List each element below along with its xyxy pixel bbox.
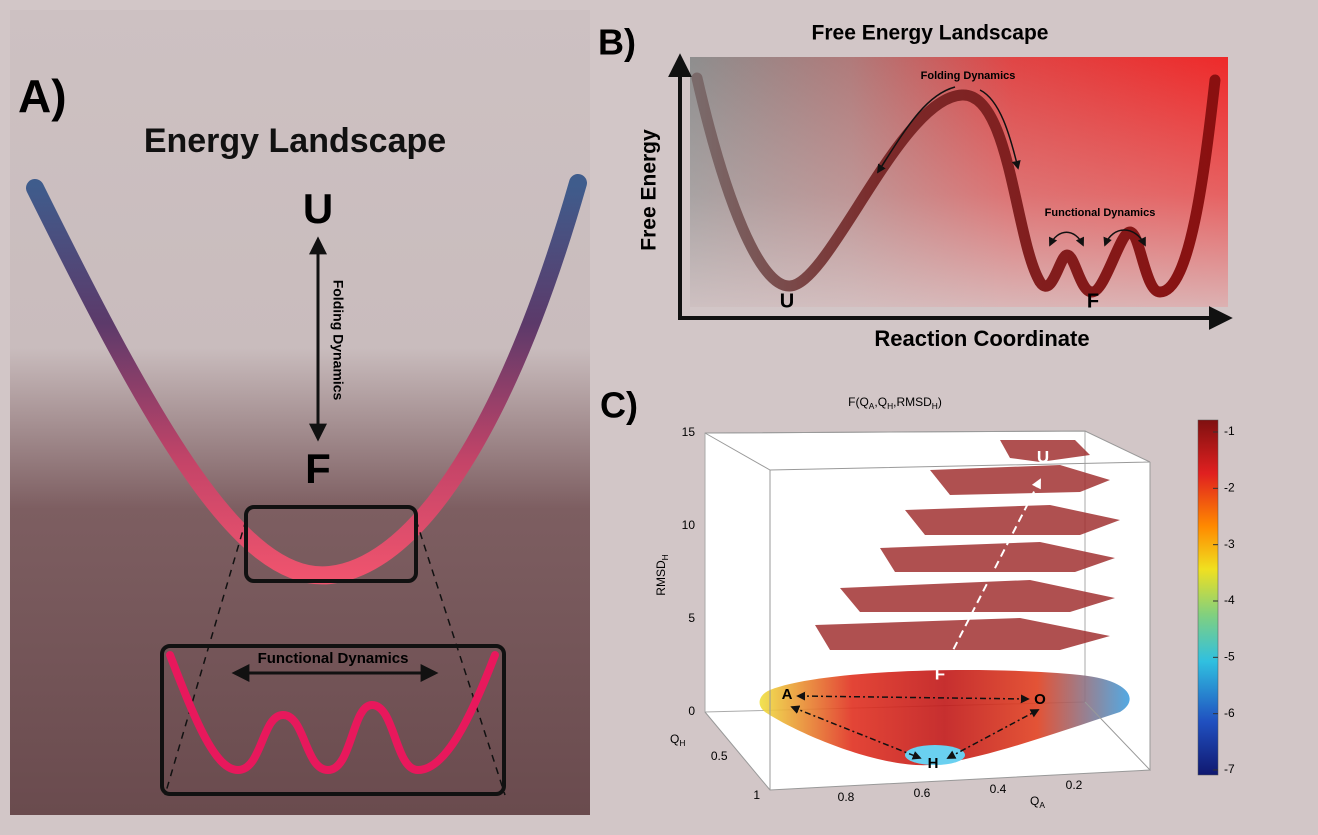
text-part: ,Q [874, 395, 887, 409]
state-label: U [1037, 447, 1049, 466]
colorbar-tick-label: -3 [1224, 537, 1235, 551]
arrow-label: Functional Dynamics [1045, 207, 1156, 219]
panel-title: Energy Landscape [144, 122, 446, 160]
z-tick-label: 10 [682, 518, 696, 532]
qh-tick-label: 1 [753, 788, 760, 802]
panel-b: B) Free Energy Landscape Free Energy Rea… [598, 22, 1228, 351]
text-part: F(Q [848, 395, 869, 409]
z-tick-label: 15 [682, 425, 696, 439]
axis-label: Free Energy [638, 129, 661, 251]
state-label: F [1087, 290, 1099, 312]
colorbar [1198, 420, 1218, 775]
text-part: RMSD [654, 560, 668, 596]
state-label: F [935, 664, 945, 683]
qa-tick-label: 0.2 [1066, 778, 1083, 792]
colorbar-tick-label: -7 [1224, 762, 1235, 776]
state-label: O [1034, 691, 1046, 708]
text-part: A [1039, 800, 1045, 810]
state-label: U [303, 185, 333, 232]
arrow-label: Folding Dynamics [330, 280, 346, 401]
colorbar-tick-label: -1 [1224, 424, 1235, 438]
state-label: A [782, 686, 793, 703]
arrow-label: Folding Dynamics [921, 70, 1016, 82]
panel-title: F(QA,QH,RMSDH) [848, 395, 942, 411]
text-part: Q [1030, 794, 1039, 808]
text-part: H [679, 738, 685, 748]
colorbar-tick-label: -2 [1224, 481, 1235, 495]
qa-tick-label: 0.4 [990, 782, 1007, 796]
colorbar-tick-label: -4 [1224, 593, 1235, 607]
text-part: ) [938, 395, 942, 409]
qa-tick-label: 0.8 [838, 790, 855, 804]
state-label: U [780, 290, 794, 312]
arrow-label: Functional Dynamics [258, 650, 409, 667]
z-tick-label: 5 [688, 611, 695, 625]
panel-label: B) [598, 22, 636, 63]
colorbar-tick-label: -5 [1224, 650, 1235, 664]
text-part: ,RMSD [893, 395, 932, 409]
text-part: Q [670, 732, 679, 746]
text-part: H [660, 554, 670, 560]
qa-tick-label: 0.6 [914, 786, 931, 800]
panel-label: C) [600, 385, 638, 426]
state-label: F [305, 445, 331, 492]
figure: A) Energy Landscape U F Folding Dynamics… [0, 0, 1318, 835]
axis-label: RMSDH [654, 554, 670, 595]
state-label: H [928, 755, 939, 772]
panel-title: Free Energy Landscape [812, 22, 1049, 45]
qh-tick-label: 0.5 [711, 749, 728, 763]
panel-label: A) [18, 70, 67, 122]
panel-a: A) Energy Landscape U F Folding Dynamics… [10, 10, 590, 815]
colorbar-tick-label: -6 [1224, 706, 1235, 720]
z-tick-label: 0 [688, 704, 695, 718]
axis-label: Reaction Coordinate [874, 326, 1089, 351]
